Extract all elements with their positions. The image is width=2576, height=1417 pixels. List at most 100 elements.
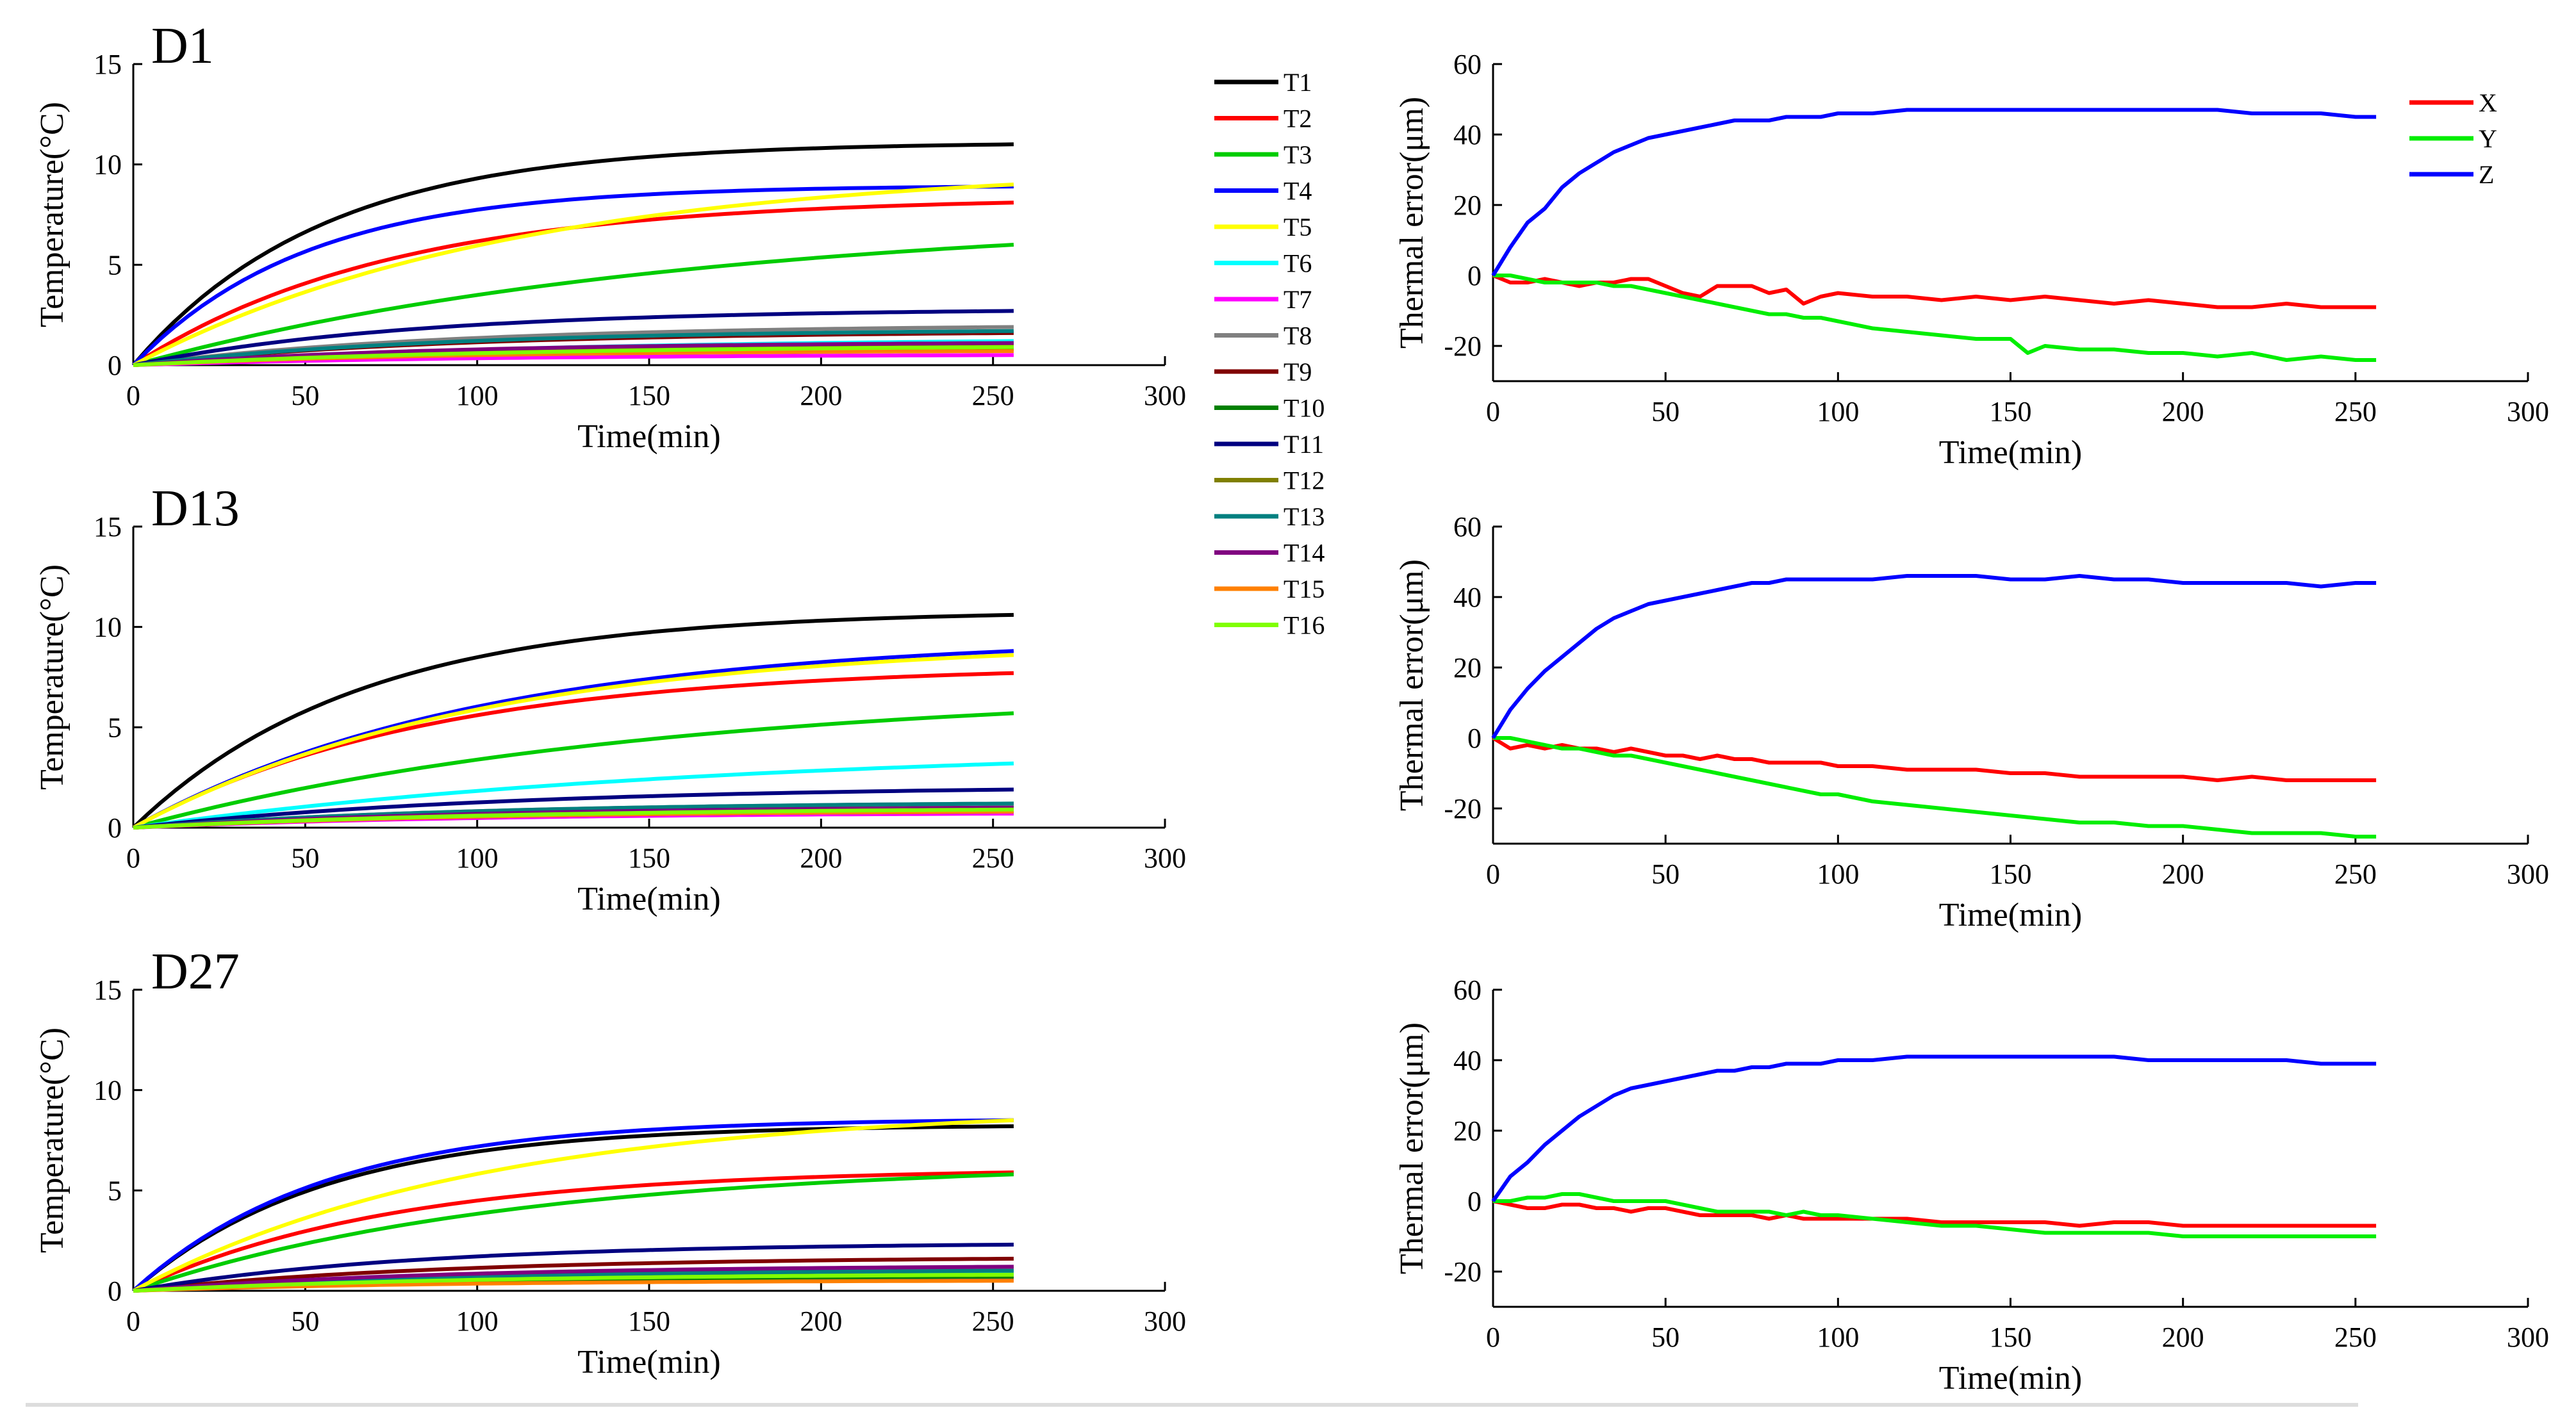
x-tick-label: 50 — [291, 380, 319, 411]
series-t5-line — [132, 653, 1014, 830]
x-tick-label: 50 — [291, 1306, 319, 1337]
legend-label-t2: T2 — [1284, 104, 1312, 133]
panel-temp-d27: 0 50 100 150 200 250 300 0 5 10 15 Time(min) Tempera… — [34, 944, 1186, 1380]
x-tick-label: 300 — [2507, 858, 2549, 890]
panel-title: D27 — [151, 944, 240, 1000]
legend-label-t4: T4 — [1284, 177, 1312, 206]
y-tick-label: -20 — [1444, 793, 1482, 824]
x-tick-label: 200 — [2162, 1322, 2204, 1353]
y-tick-label: 60 — [1453, 49, 1482, 80]
y-axis-label: Temperature(°C) — [34, 102, 70, 327]
series-t15-line — [133, 1279, 1014, 1293]
y-tick-label: -20 — [1444, 331, 1482, 362]
x-axis-label: Time(min) — [1939, 1360, 2082, 1397]
x-axis-label: Time(min) — [577, 418, 720, 455]
y-tick-label: 5 — [108, 712, 122, 743]
series-t11-line — [133, 309, 1014, 367]
x-tick-label: 250 — [972, 842, 1014, 874]
x-tick-label: 0 — [126, 1306, 140, 1337]
series-z-line — [1491, 108, 2377, 277]
series-t4-line — [132, 1118, 1014, 1293]
series-t3-line — [133, 1172, 1014, 1293]
y-tick-label: -20 — [1444, 1256, 1482, 1288]
x-tick-label: 150 — [1990, 1322, 2032, 1353]
y-tick-label: 10 — [94, 1075, 122, 1106]
legend-label-t9: T9 — [1284, 357, 1312, 386]
x-axis-label: Time(min) — [577, 881, 720, 917]
y-tick-label: 40 — [1453, 119, 1482, 151]
series-t16-line — [133, 807, 1014, 830]
x-tick-label: 300 — [2507, 396, 2549, 427]
series-t16-line — [133, 1272, 1014, 1293]
legend-label-t1: T1 — [1284, 68, 1312, 97]
legend-label-t7: T7 — [1284, 285, 1312, 314]
x-tick-label: 200 — [800, 380, 842, 411]
x-tick-label: 300 — [1144, 380, 1186, 411]
x-tick-label: 200 — [800, 842, 842, 874]
series-x-line — [1492, 1199, 2377, 1228]
series-t1-line — [131, 612, 1014, 830]
x-tick-label: 200 — [800, 1306, 842, 1337]
series-z-line — [1491, 1054, 2377, 1202]
legend-label-x: X — [2479, 88, 2497, 117]
y-tick-label: 10 — [94, 612, 122, 643]
x-tick-label: 100 — [456, 1306, 499, 1337]
series-t1-line — [131, 142, 1014, 366]
y-tick-label: 0 — [1467, 723, 1482, 754]
y-tick-label: 10 — [94, 149, 122, 181]
series-t5-line — [132, 1118, 1014, 1293]
legend-label-t6: T6 — [1284, 249, 1312, 278]
y-tick-label: 20 — [1453, 652, 1482, 684]
x-tick-label: 100 — [456, 842, 499, 874]
x-tick-label: 50 — [1651, 858, 1680, 890]
panel-title: D13 — [151, 480, 240, 537]
temp-legend: T1 T2 T3 T4 T5 T6 T7 T8 T9 T10 T11 T12 T13 T14 T15 T16 — [1214, 68, 1325, 640]
y-tick-label: 20 — [1453, 190, 1482, 221]
panel-temp-d1: 0 50 100 150 200 250 300 0 5 10 15 Time(min) Tempera… — [34, 18, 1186, 455]
x-tick-label: 100 — [1817, 858, 1859, 890]
series-x-line — [1492, 736, 2377, 782]
y-axis-label: Thermal error(μm) — [1394, 1022, 1430, 1274]
y-tick-label: 60 — [1453, 974, 1482, 1006]
x-tick-label: 50 — [1651, 396, 1680, 427]
y-tick-label: 60 — [1453, 511, 1482, 543]
y-tick-label: 40 — [1453, 582, 1482, 613]
x-tick-label: 100 — [1817, 396, 1859, 427]
panel-err-d1: 0 50 100 150 200 250 300 -20 0 20 40 60 Time(min) The… — [1394, 49, 2549, 471]
x-tick-label: 250 — [2334, 858, 2377, 890]
series-y-line — [1493, 274, 2377, 362]
x-tick-label: 250 — [2334, 396, 2377, 427]
y-tick-label: 20 — [1453, 1115, 1482, 1147]
y-axis-label: Thermal error(μm) — [1394, 97, 1430, 348]
x-tick-label: 50 — [1651, 1322, 1680, 1353]
series-x-line — [1492, 274, 2377, 309]
series-t11-line — [133, 787, 1014, 830]
legend-label-t10: T10 — [1284, 394, 1325, 423]
y-tick-label: 0 — [1467, 1186, 1482, 1217]
x-axis-label: Time(min) — [1939, 434, 2082, 471]
y-axis-label: Temperature(°C) — [34, 564, 70, 790]
y-tick-label: 5 — [108, 249, 122, 281]
y-tick-label: 15 — [94, 511, 122, 543]
x-axis-label: Time(min) — [577, 1344, 720, 1380]
panel-temp-d13: 0 50 100 150 200 250 300 0 5 10 15 Time(min) Tempera… — [34, 480, 1186, 917]
legend-label-t16: T16 — [1284, 611, 1325, 640]
x-tick-label: 0 — [1486, 1322, 1500, 1353]
legend-label-t13: T13 — [1284, 502, 1325, 531]
y-axis-label: Temperature(°C) — [34, 1028, 70, 1253]
x-tick-label: 200 — [2162, 396, 2204, 427]
y-tick-label: 0 — [108, 812, 122, 844]
x-tick-label: 150 — [1990, 396, 2032, 427]
series-z-line — [1491, 574, 2377, 739]
x-tick-label: 0 — [126, 842, 140, 874]
error-legend: XYZ — [2409, 88, 2497, 189]
series-t14-line — [133, 1265, 1014, 1293]
x-tick-label: 150 — [628, 380, 670, 411]
bottom-divider — [26, 1403, 2358, 1407]
y-tick-label: 0 — [108, 350, 122, 381]
series-y-line — [1493, 736, 2377, 839]
series-t11-line — [133, 1242, 1014, 1293]
x-tick-label: 300 — [1144, 1306, 1186, 1337]
legend-label-t5: T5 — [1284, 213, 1312, 242]
